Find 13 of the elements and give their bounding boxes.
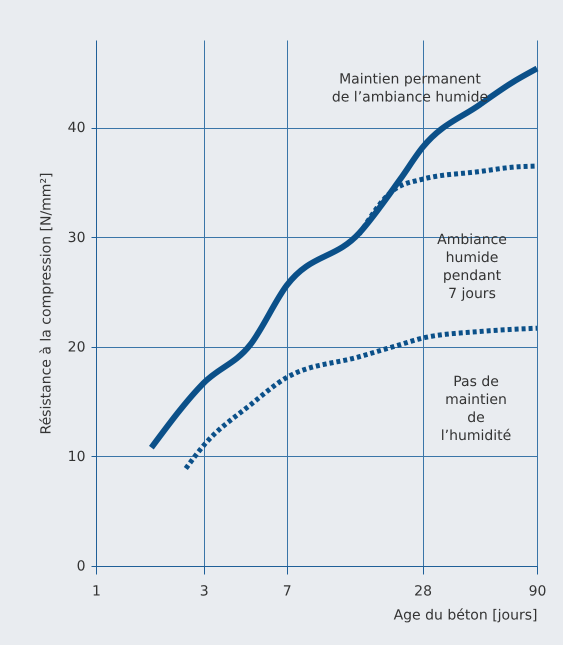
y-tick-label: 10 xyxy=(68,448,86,465)
x-axis-title: Age du béton [jours] xyxy=(394,608,538,624)
y-tick-label: 20 xyxy=(68,339,86,356)
x-tick-label: 3 xyxy=(200,584,209,600)
x-tick-label: 1 xyxy=(92,584,101,600)
x-tick-label: 90 xyxy=(528,584,546,600)
y-tick-label: 30 xyxy=(68,230,86,246)
y-tick-label: 0 xyxy=(76,558,86,574)
annotation: Pas de maintien de l’humidité xyxy=(440,374,512,444)
y-axis-title: Résistance à la compression [N/mm²] xyxy=(38,172,55,435)
x-tick-label: 7 xyxy=(282,584,292,600)
x-tick-label: 28 xyxy=(414,584,432,600)
y-tick-label: 40 xyxy=(68,120,86,136)
